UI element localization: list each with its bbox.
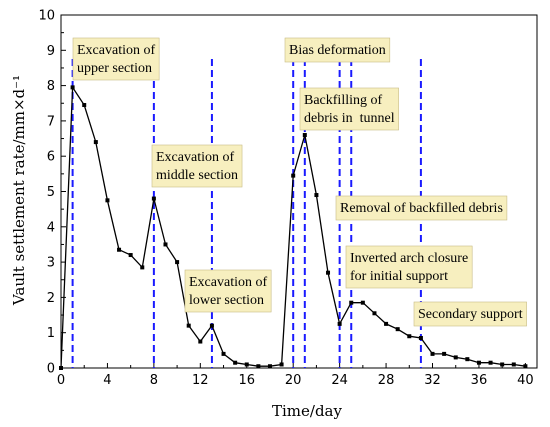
- annotation-box: Backfilling of debris in tunnel: [299, 87, 399, 131]
- data-point: [140, 265, 145, 270]
- y-axis-title: Vault settlement rate/mm×d⁻¹: [10, 75, 28, 306]
- data-point: [105, 198, 110, 203]
- y-tick-label: 5: [47, 185, 55, 200]
- data-point: [372, 311, 377, 316]
- annotation-background: [413, 301, 527, 327]
- annotation-background: [72, 37, 160, 81]
- annotation-background: [345, 245, 473, 289]
- data-point: [151, 196, 156, 201]
- annotation-text: Excavation of: [189, 275, 267, 290]
- annotation-text: Backfilling of: [304, 93, 382, 108]
- y-tick-label: 9: [47, 44, 55, 59]
- y-tick-label: 1: [47, 326, 55, 341]
- annotations: Excavation of upper section Excavation of m…: [72, 37, 527, 327]
- data-point: [59, 366, 63, 370]
- y-tick-label: 4: [47, 220, 55, 235]
- data-point: [488, 360, 493, 365]
- data-point: [349, 300, 354, 305]
- data-point: [163, 242, 168, 247]
- y-tick-label: 3: [47, 256, 55, 271]
- annotation-box: Excavation of upper section: [72, 37, 160, 81]
- y-tick-label: 8: [47, 79, 55, 94]
- annotation-background: [335, 195, 508, 221]
- annotation-text: Bias deformation: [289, 43, 386, 58]
- data-point: [418, 335, 423, 340]
- data-point: [244, 362, 249, 367]
- x-tick-label: 16: [238, 373, 255, 388]
- data-point: [267, 364, 272, 369]
- y-tick-label: 10: [38, 9, 55, 24]
- data-point: [93, 140, 98, 145]
- data-point: [465, 357, 470, 362]
- annotation-text: Removal of backfilled debris: [340, 201, 503, 216]
- data-point: [314, 193, 319, 198]
- data-point: [453, 355, 458, 360]
- y-tick-label: 7: [47, 114, 55, 129]
- x-tick-label: 20: [285, 373, 302, 388]
- y-tick-label: 6: [47, 150, 55, 165]
- data-point: [500, 362, 505, 367]
- data-point: [175, 260, 180, 265]
- data-point: [128, 253, 133, 258]
- annotation-background: [151, 144, 243, 188]
- annotation-text: upper section: [77, 61, 152, 76]
- annotation-text: debris in tunnel: [304, 111, 395, 126]
- data-point: [326, 270, 331, 275]
- data-point: [70, 85, 75, 90]
- data-point: [221, 351, 226, 356]
- annotation-box: Removal of backfilled debris: [335, 195, 508, 221]
- x-tick-label: 32: [424, 373, 441, 388]
- annotation-text: middle section: [156, 168, 238, 183]
- x-tick-label: 28: [378, 373, 395, 388]
- data-point: [523, 364, 528, 369]
- data-point: [337, 321, 342, 326]
- x-tick-label: 24: [331, 373, 348, 388]
- annotation-text: Excavation of: [77, 43, 155, 58]
- x-tick-label: 12: [192, 373, 209, 388]
- data-point: [82, 103, 87, 108]
- y-tick-label: 2: [47, 291, 55, 306]
- annotation-background: [284, 37, 391, 63]
- annotation-background: [184, 269, 272, 313]
- data-point: [302, 133, 307, 138]
- data-point: [233, 360, 238, 365]
- data-point: [256, 364, 261, 369]
- y-tick-label: 0: [47, 362, 55, 377]
- x-tick-label: 8: [150, 373, 158, 388]
- data-point: [209, 323, 214, 328]
- data-point: [198, 339, 203, 344]
- annotation-text: for initial support: [350, 269, 448, 284]
- data-point: [186, 323, 191, 328]
- data-point: [511, 362, 516, 367]
- annotation-text: lower section: [189, 293, 264, 308]
- data-point: [117, 247, 122, 252]
- data-point: [360, 300, 365, 305]
- data-point: [279, 362, 284, 367]
- annotation-box: Bias deformation: [284, 37, 391, 63]
- data-point: [395, 327, 400, 332]
- annotation-box: Secondary support: [413, 301, 527, 327]
- x-tick-label: 36: [471, 373, 488, 388]
- data-point: [291, 173, 296, 178]
- data-point: [442, 351, 447, 356]
- data-point: [384, 321, 389, 326]
- annotation-text: Secondary support: [418, 307, 523, 322]
- data-point: [430, 351, 435, 356]
- annotation-box: Inverted arch closure for initial support: [345, 245, 473, 289]
- annotation-text: Excavation of: [156, 150, 234, 165]
- data-point: [476, 360, 481, 365]
- annotation-background: [299, 87, 399, 131]
- annotation-box: Excavation of lower section: [184, 269, 272, 313]
- annotation-text: Inverted arch closure: [350, 251, 468, 266]
- data-point: [407, 334, 412, 339]
- x-tick-label: 0: [57, 373, 65, 388]
- x-tick-label: 40: [517, 373, 534, 388]
- data-series: [59, 85, 528, 370]
- annotation-box: Excavation of middle section: [151, 144, 243, 188]
- x-tick-label: 4: [103, 373, 111, 388]
- x-axis-title: Time/day: [272, 402, 343, 420]
